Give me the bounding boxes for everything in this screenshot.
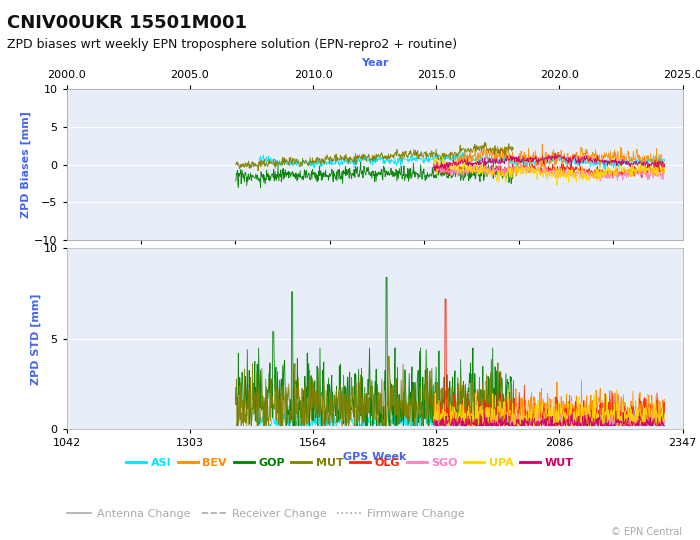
Text: ZPD biases wrt weekly EPN troposphere solution (EPN-repro2 + routine): ZPD biases wrt weekly EPN troposphere so… bbox=[7, 38, 457, 51]
Legend: ASI, BEV, GOP, MUT, OLG, SGO, UPA, WUT: ASI, BEV, GOP, MUT, OLG, SGO, UPA, WUT bbox=[122, 454, 578, 472]
Legend: Antenna Change, Receiver Change, Firmware Change: Antenna Change, Receiver Change, Firmwar… bbox=[62, 505, 470, 524]
X-axis label: Year: Year bbox=[360, 58, 388, 68]
Y-axis label: ZPD STD [mm]: ZPD STD [mm] bbox=[30, 293, 41, 384]
Y-axis label: ZPD Biases [mm]: ZPD Biases [mm] bbox=[21, 111, 32, 218]
Text: CNIV00UKR 15501M001: CNIV00UKR 15501M001 bbox=[7, 14, 247, 31]
Text: © EPN Central: © EPN Central bbox=[611, 527, 682, 537]
X-axis label: GPS Week: GPS Week bbox=[343, 453, 406, 462]
